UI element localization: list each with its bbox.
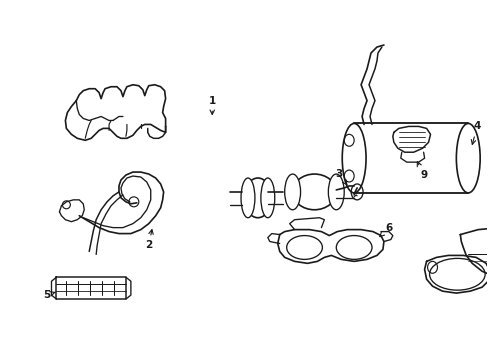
Text: 3: 3 xyxy=(335,169,346,185)
Text: 1: 1 xyxy=(208,96,215,114)
Text: 2: 2 xyxy=(145,230,153,251)
Ellipse shape xyxy=(327,174,344,210)
Text: 8: 8 xyxy=(0,359,1,360)
Text: 9: 9 xyxy=(416,162,427,180)
Text: 5: 5 xyxy=(43,290,56,300)
Ellipse shape xyxy=(260,178,274,218)
Ellipse shape xyxy=(241,178,254,218)
Text: 6: 6 xyxy=(379,222,392,237)
Ellipse shape xyxy=(284,174,300,210)
Text: 7: 7 xyxy=(0,359,1,360)
Text: 4: 4 xyxy=(470,121,480,144)
